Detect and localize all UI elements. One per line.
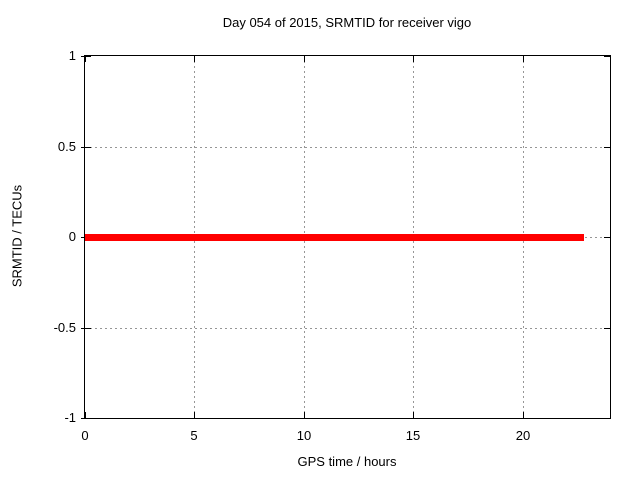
y-tick-right (604, 56, 610, 57)
y-tick-left (85, 147, 91, 148)
y-tick-label: -0.5 (53, 320, 76, 335)
x-tick-bottom (304, 412, 305, 418)
y-tick-outer (81, 56, 84, 57)
y-tick-right (604, 328, 610, 329)
y-tick-left (85, 328, 91, 329)
x-tick-label: 20 (515, 428, 531, 443)
x-tick-bottom (523, 412, 524, 418)
y-tick-right (604, 237, 610, 238)
x-tick-label: 5 (190, 428, 198, 443)
x-tick-label: 15 (405, 428, 421, 443)
y-gridline (85, 328, 610, 329)
y-tick-outer (81, 418, 84, 419)
y-tick-left (85, 418, 91, 419)
y-tick-label: 0.5 (57, 139, 76, 154)
y-tick-right (604, 147, 610, 148)
y-tick-label: 0 (68, 229, 76, 244)
chart-title: Day 054 of 2015, SRMTID for receiver vig… (222, 15, 472, 30)
y-tick-outer (81, 328, 84, 329)
x-axis-label: GPS time / hours (297, 454, 397, 469)
x-tick-label: 10 (296, 428, 312, 443)
x-tick-top (413, 56, 414, 62)
x-tick-top (304, 56, 305, 62)
y-tick-outer (81, 237, 84, 238)
x-tick-top (523, 56, 524, 62)
x-tick-top (85, 56, 86, 62)
x-tick-label: 0 (81, 428, 89, 443)
y-gridline (85, 147, 610, 148)
plot-area (84, 55, 611, 419)
data-series-line (85, 234, 584, 241)
y-tick-label: 1 (68, 48, 76, 63)
y-tick-left (85, 56, 91, 57)
x-tick-top (194, 56, 195, 62)
x-tick-bottom (85, 412, 86, 418)
y-tick-outer (81, 147, 84, 148)
y-tick-right (604, 418, 610, 419)
y-tick-label: -1 (64, 410, 76, 425)
x-tick-bottom (194, 412, 195, 418)
x-tick-bottom (413, 412, 414, 418)
